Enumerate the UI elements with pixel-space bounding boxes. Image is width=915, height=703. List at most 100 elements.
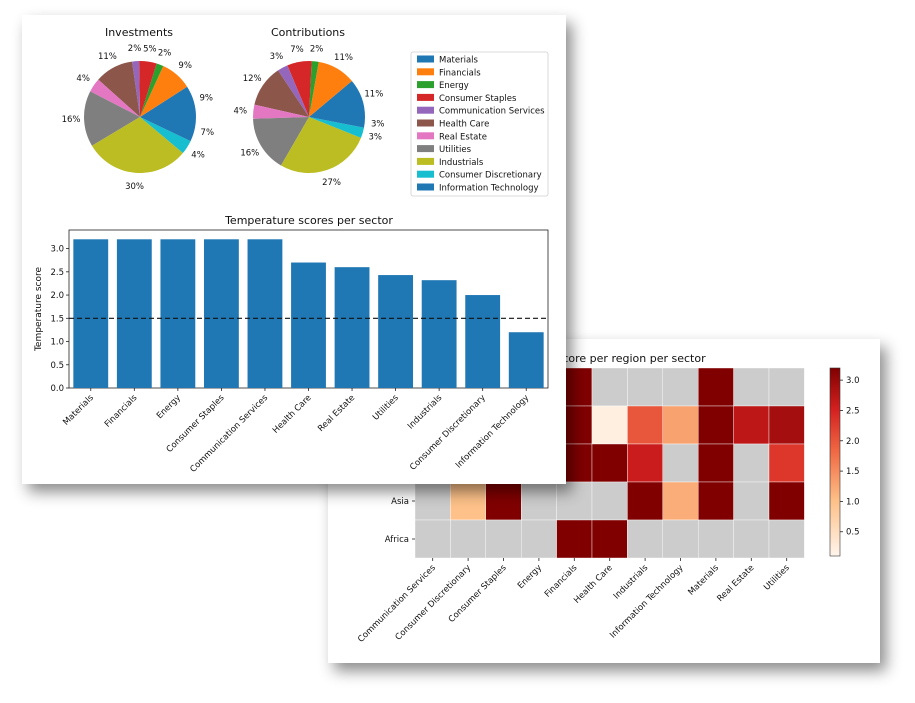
heatmap-cell — [698, 405, 734, 445]
bar — [73, 239, 109, 388]
heatmap-cell — [485, 481, 522, 521]
pie-slice — [140, 86, 196, 117]
pie-slice — [140, 117, 196, 142]
pie-percent-label: 3% — [368, 132, 382, 142]
colorbar-tick-label: 0.5 — [846, 528, 860, 538]
legend-swatch — [417, 106, 434, 114]
bar-title: Temperature scores per sector — [224, 214, 393, 227]
pie-percent-label: 3% — [270, 52, 284, 62]
pie-percent-label: 4% — [191, 150, 205, 160]
bar — [378, 275, 414, 388]
pie-percent-label: 4% — [234, 106, 248, 116]
legend-label: Information Technology — [439, 184, 539, 194]
pie-slice — [140, 66, 188, 117]
main-chart-card: Investments 9% 9% 2% 5% 2% 11% 4% 16% 30% 4% 7% Co… — [22, 15, 566, 484]
bar — [160, 239, 196, 388]
legend-swatch — [417, 170, 434, 178]
bar — [465, 295, 501, 388]
heatmap-cell — [627, 443, 663, 483]
heatmap-xtick-label: Energy — [516, 563, 544, 591]
bar-ytick-label: 1.0 — [50, 338, 64, 348]
heatmap-cell — [414, 481, 451, 521]
pie-percent-label: 11% — [98, 52, 117, 62]
colorbar-tick-label: 3.0 — [846, 376, 860, 386]
pie-slice — [140, 117, 191, 153]
heatmap-cell — [556, 481, 593, 521]
heatmap-cell — [450, 519, 487, 559]
heatmap-cell — [556, 519, 593, 559]
bar — [334, 267, 370, 388]
pie-percent-label: 2% — [128, 44, 142, 54]
pie-percent-label: 2% — [310, 44, 324, 54]
pie-percent-label: 11% — [334, 53, 353, 63]
heatmap-cell — [662, 405, 699, 445]
heatmap-xtick-label: Materials — [686, 563, 721, 598]
pie-percent-label: 16% — [240, 148, 259, 158]
heatmap-ytick-label: Asia — [391, 497, 409, 507]
bar-xtick-label: Industrials — [406, 393, 445, 432]
bar-xtick-label: Utilities — [371, 393, 401, 423]
pie-contributions: 11% 11% 2% 7% 3% 12% 4% 16% 27% 3% 3% — [234, 44, 385, 188]
colorbar-tick-label: 2.5 — [846, 406, 860, 416]
heatmap-title: e score per region per sector — [546, 352, 706, 365]
heatmap-cell — [662, 481, 699, 521]
colorbar — [829, 367, 841, 557]
bar-ytick-label: 0.5 — [50, 361, 64, 371]
pie-percent-label: 7% — [201, 128, 215, 138]
bar-chart: 0.0 0.5 1.0 1.5 2.0 2.5 3.0 Materials Financials… — [50, 229, 549, 475]
heatmap-cell — [591, 481, 628, 521]
heatmap-ytick-label: Africa — [385, 535, 409, 545]
pie-slice — [84, 91, 140, 146]
bar-xtick-label: Energy — [155, 393, 183, 421]
pie-percent-label: 2% — [158, 49, 172, 59]
bar-xtick-label: Information Technology — [454, 393, 531, 470]
heatmap-cell — [662, 443, 699, 483]
heatmap-cell — [627, 519, 663, 559]
legend-label: Financials — [439, 68, 481, 78]
pie-contributions-title: Contributions — [271, 26, 345, 39]
bar-xtick-label: Real Estate — [316, 393, 357, 434]
pie-percent-label: 7% — [290, 45, 304, 55]
bar-xtick-label: Communication Services — [188, 393, 270, 475]
heatmap-cell — [698, 367, 734, 407]
pie-slice — [309, 117, 364, 138]
bar-ytick-label: 3.0 — [50, 245, 64, 255]
legend-swatch — [417, 119, 434, 127]
bar-ytick-label: 0.0 — [50, 384, 64, 394]
heatmap-cell — [520, 481, 557, 521]
legend-label: Materials — [439, 56, 479, 66]
pie-investments: 9% 9% 2%5%2% 11% 4% 16% 30% 4% 7% — [62, 44, 214, 192]
bar-xtick-label: Materials — [61, 393, 96, 428]
heatmap-cell — [768, 367, 805, 407]
pie-slice — [309, 81, 365, 117]
pie-slice — [277, 65, 309, 117]
legend-box — [410, 51, 549, 197]
heatmap-cell — [627, 405, 663, 445]
heatmap-cell — [591, 405, 628, 445]
heatmap-xtick-label: Real Estate — [715, 563, 756, 604]
heatmap-cell — [733, 367, 770, 407]
bar — [203, 239, 239, 388]
pie-percent-label: 9% — [199, 94, 213, 104]
heatmap-cell — [520, 519, 557, 559]
heatmap-cell — [485, 519, 522, 559]
bar-ylabel: Temperature score — [34, 267, 44, 353]
pie-percent-label: 3% — [371, 120, 385, 130]
pie-slice — [309, 61, 319, 117]
pie-slice — [309, 117, 365, 128]
bar — [421, 280, 457, 388]
pie-percent-label: 5% — [143, 45, 157, 55]
heatmap-cell — [662, 519, 699, 559]
pie-slice — [253, 117, 309, 166]
legend-label: Industrials — [439, 158, 484, 168]
heatmap-cell — [768, 405, 805, 445]
pie-percent-label: 11% — [364, 89, 383, 99]
legend-swatch — [417, 183, 434, 191]
bar-xtick-label: Health Care — [271, 393, 314, 436]
heatmap-cell — [591, 443, 628, 483]
heatmap-cell — [698, 443, 734, 483]
bar-ytick-label: 2.0 — [50, 291, 64, 301]
bar-xtick-label: Consumer Discretionary — [408, 393, 488, 473]
heatmap-xtick-label: Utilities — [762, 563, 792, 593]
heatmap-cell — [733, 481, 770, 521]
